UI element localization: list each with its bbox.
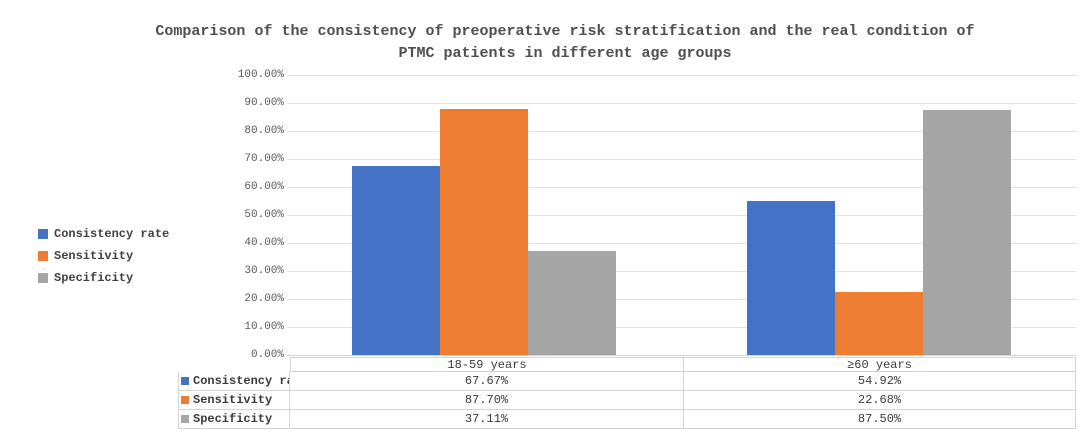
table-series-name-cell: Sensitivity: [178, 391, 290, 410]
gridline: [287, 187, 1076, 188]
legend-item-label: Sensitivity: [54, 249, 134, 263]
y-tick-label: 90.00%: [244, 97, 284, 109]
bar-specificity-18-59-years: [528, 251, 617, 355]
gridline: [287, 299, 1076, 300]
table-value-sensitivity-60-years: 22.68%: [684, 391, 1076, 410]
bar-consistency-rate-60-years: [746, 201, 835, 355]
chart-legend: Consistency rate Sensitivity Specificity: [38, 223, 169, 289]
legend-swatch-icon: [181, 396, 189, 404]
table-series-name-cell: Specificity: [178, 410, 290, 429]
bar-sensitivity-60-years: [834, 291, 923, 355]
bar-consistency-rate-18-59-years: [352, 165, 441, 355]
table-row-specificity: Specificity 37.11% 87.50%: [178, 410, 1076, 429]
table-value-specificity-18-59-years: 37.11%: [290, 410, 684, 429]
table-value-consistency-rate-60-years: 54.92%: [684, 372, 1076, 391]
plot-area: [287, 75, 1076, 356]
y-tick-label: 0.00%: [250, 349, 284, 361]
legend-swatch-icon: [38, 273, 48, 283]
y-tick-label: 50.00%: [244, 209, 284, 221]
y-axis: 0.00% 10.00% 20.00% 30.00% 40.00% 50.00% 60.00…: [184, 0, 284, 442]
data-table-header-row: 18-59 years ≥60 years: [290, 357, 1076, 372]
y-tick-label: 60.00%: [244, 181, 284, 193]
y-tick-label: 100.00%: [237, 69, 284, 81]
bar-specificity-60-years: [922, 110, 1011, 355]
table-value-sensitivity-18-59-years: 87.70%: [290, 391, 684, 410]
legend-item-specificity: Specificity: [38, 267, 169, 289]
gridline: [287, 103, 1076, 104]
gridline: [287, 271, 1076, 272]
gridline: [287, 215, 1076, 216]
table-row-consistency-rate: Consistency rate67.67%54.92%: [178, 372, 1076, 391]
legend-item-label: Specificity: [54, 271, 134, 285]
legend-item-consistency-rate: Consistency rate: [38, 223, 169, 245]
y-tick-label: 80.00%: [244, 125, 284, 137]
y-tick-label: 20.00%: [244, 293, 284, 305]
y-tick-label: 10.00%: [244, 321, 284, 333]
table-series-name: Consistency rate: [193, 373, 289, 388]
bar-sensitivity-18-59-years: [440, 109, 529, 355]
table-row-sensitivity: Sensitivity 87.70% 22.68%: [178, 391, 1076, 410]
y-tick-label: 30.00%: [244, 265, 284, 277]
legend-swatch-icon: [181, 377, 189, 385]
legend-swatch-icon: [38, 229, 48, 239]
gridline: [287, 243, 1076, 244]
gridline: [287, 75, 1076, 76]
legend-swatch-icon: [181, 415, 189, 423]
legend-item-sensitivity: Sensitivity: [38, 245, 169, 267]
y-tick-label: 70.00%: [244, 153, 284, 165]
table-series-name: Specificity: [193, 411, 273, 426]
gridline: [287, 327, 1076, 328]
gridline: [287, 131, 1076, 132]
table-header-60-years: ≥60 years: [684, 357, 1076, 372]
gridline: [287, 159, 1076, 160]
chart-title: Comparison of the consistency of preoper…: [155, 23, 975, 62]
table-series-name-cell: Consistency rate: [178, 372, 290, 391]
table-series-name: Sensitivity: [193, 392, 273, 407]
legend-swatch-icon: [38, 251, 48, 261]
table-header-18-59-years: 18-59 years: [290, 357, 684, 372]
table-value-consistency-rate-18-59-years: 67.67%: [290, 372, 684, 391]
table-value-specificity-60-years: 87.50%: [684, 410, 1076, 429]
legend-item-label: Consistency rate: [54, 227, 170, 241]
y-tick-label: 40.00%: [244, 237, 284, 249]
